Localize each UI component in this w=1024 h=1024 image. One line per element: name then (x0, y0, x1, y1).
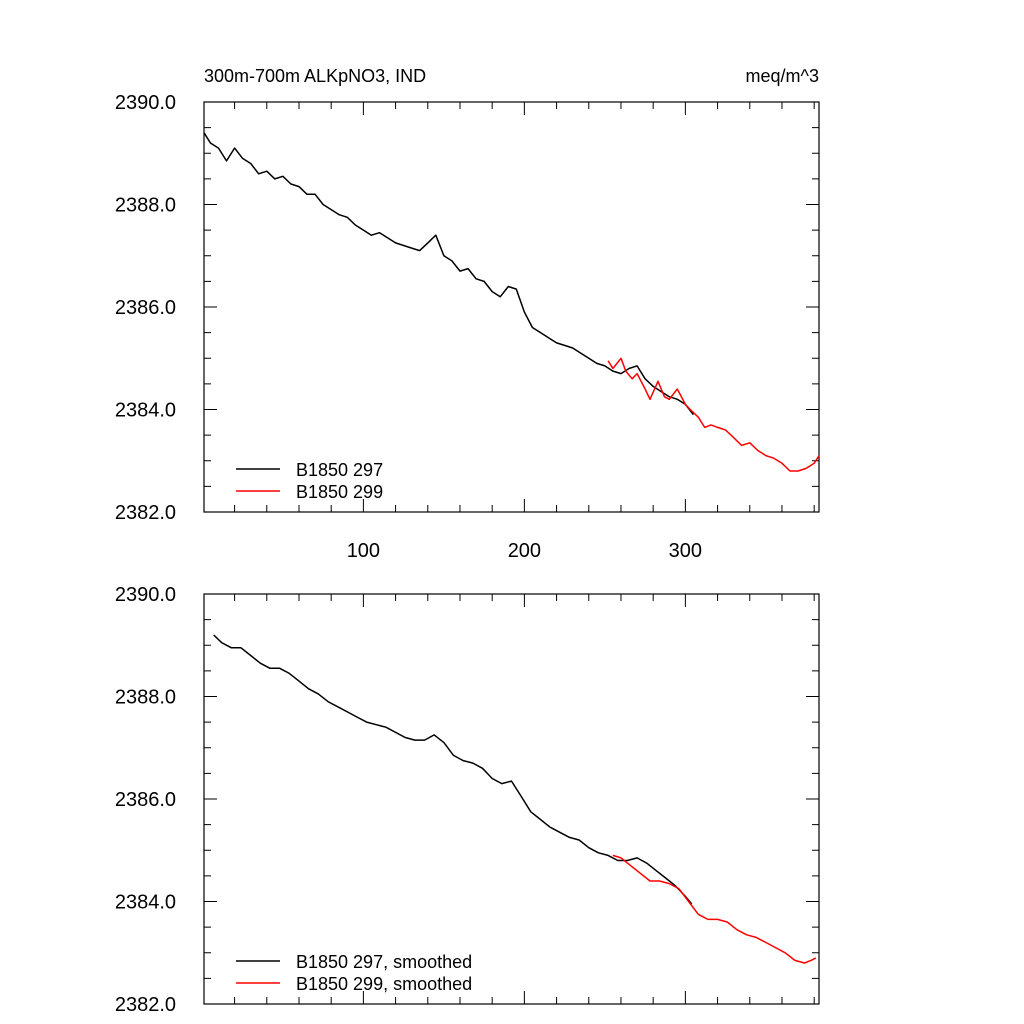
legend-label-series-1: B1850 297 (296, 460, 383, 480)
x-tick-label: 200 (508, 540, 541, 562)
y-tick-label: 2386.0 (115, 789, 176, 811)
series-line-2 (607, 357, 820, 472)
top-panel-lines (203, 132, 820, 472)
y-tick-label: 2390.0 (115, 584, 176, 606)
series-line-1 (213, 634, 693, 905)
y-tick-label: 2384.0 (115, 400, 176, 422)
y-tick-label: 2390.0 (115, 92, 176, 114)
x-tick-label: 100 (347, 540, 380, 562)
legend-label-smoothed-2: B1850 299, smoothed (296, 974, 472, 994)
top-panel-legend: B1850 297 B1850 299 (236, 460, 383, 502)
bottom-panel-ticks: 2382.0 2384.0 2386.0 2388.0 2390.0 (115, 584, 819, 1016)
top-panel-title: 300m-700m ALKpNO3, IND (204, 66, 426, 86)
bottom-panel: 2382.0 2384.0 2386.0 2388.0 2390.0 B1850 297… (115, 584, 820, 1016)
y-tick-label: 2384.0 (115, 892, 176, 914)
top-panel: 300m-700m ALKpNO3, IND meq/m^3 2382.0238… (115, 66, 820, 562)
top-panel-units: meq/m^3 (746, 66, 819, 86)
legend-label-series-2: B1850 299 (296, 482, 383, 502)
top-plot-frame (203, 101, 820, 513)
series-line-2 (612, 854, 817, 964)
series-line-1 (203, 132, 694, 416)
legend-label-smoothed-1: B1850 297, smoothed (296, 952, 472, 972)
x-tick-label: 300 (669, 540, 702, 562)
y-tick-label: 2388.0 (115, 687, 176, 709)
bottom-panel-legend: B1850 297, smoothed B1850 299, smoothed (236, 952, 472, 994)
bottom-panel-lines (213, 634, 817, 964)
y-tick-label: 2388.0 (115, 195, 176, 217)
y-tick-label: 2382.0 (115, 502, 176, 524)
top-panel-ticks: 2382.0 2384.0 2386.0 2388.0 2390.0 100 200 300 (115, 92, 819, 562)
y-tick-label: 2382.0 (115, 994, 176, 1016)
bottom-plot-frame (203, 593, 820, 1005)
y-tick-label: 2386.0 (115, 297, 176, 319)
